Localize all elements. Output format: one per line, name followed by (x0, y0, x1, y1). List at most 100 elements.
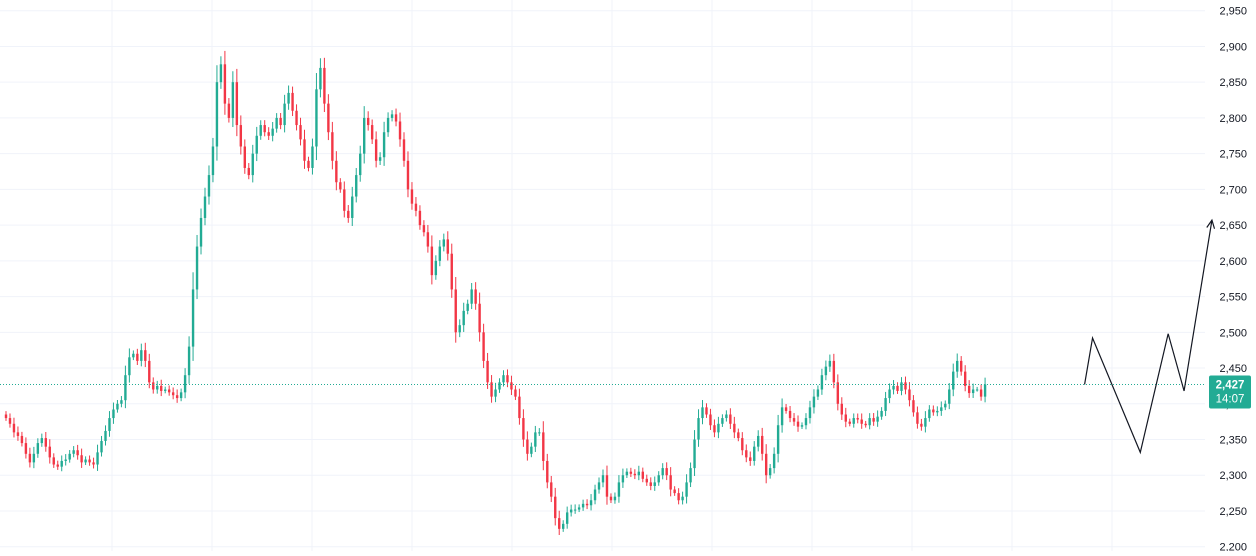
candle-body (514, 389, 517, 397)
candle-body (207, 175, 211, 197)
candle-body (737, 432, 740, 439)
candle-body (617, 482, 621, 497)
candle-body (741, 438, 744, 451)
candle-body (132, 353, 135, 358)
candle-body (327, 103, 330, 133)
candle-body (753, 446, 756, 461)
y-tick-label: 2,600 (1219, 256, 1247, 268)
candle-body (255, 135, 258, 154)
last-price-label: 2,427 (1216, 379, 1245, 391)
candle-body (52, 457, 55, 465)
candle-body (4, 414, 8, 419)
candle-body (745, 450, 748, 458)
candle-body (526, 439, 529, 454)
candle-body (44, 438, 47, 447)
candle-body (462, 310, 465, 326)
candle-body (601, 475, 605, 483)
candle-body (960, 360, 963, 372)
candle-body (68, 453, 71, 460)
candle-body (665, 468, 668, 476)
candle-body (231, 82, 235, 118)
candle-body (597, 482, 601, 490)
candle-body (434, 260, 438, 276)
candle-body (565, 512, 569, 524)
candle-body (641, 471, 644, 479)
candle-body (100, 440, 103, 453)
candle-body (983, 384, 987, 397)
y-tick-label: 2,350 (1219, 435, 1247, 447)
candle-body (554, 496, 557, 519)
candle-body (792, 418, 796, 422)
candle-body (120, 400, 123, 404)
candle-body (581, 503, 585, 508)
candle-body (80, 455, 83, 463)
candle-body (223, 64, 227, 104)
candle-body (589, 500, 593, 506)
candle-body (872, 418, 875, 422)
candle-body (884, 398, 887, 411)
candle-body (956, 360, 959, 372)
candle-body (140, 350, 143, 361)
candle-body (836, 382, 840, 404)
candle-body (287, 92, 290, 104)
candle-body (725, 414, 728, 419)
candle-body (211, 146, 215, 176)
candle-body (426, 232, 430, 247)
candle-body (410, 189, 414, 204)
candle-body (971, 389, 975, 394)
candle-body (550, 482, 553, 497)
candle-body (263, 125, 266, 133)
candle-body (764, 453, 768, 476)
candle-body (406, 160, 410, 190)
candle-body (16, 432, 20, 436)
candle-body (701, 407, 704, 419)
candle-body (422, 225, 426, 233)
candle-body (812, 396, 816, 408)
candle-body (868, 418, 871, 426)
candle-body (390, 114, 394, 118)
candle-body (148, 360, 151, 383)
candle-body (24, 443, 28, 454)
candle-body (637, 471, 641, 476)
candle-body (653, 482, 656, 486)
candle-body (856, 418, 859, 420)
candle-body (757, 435, 760, 447)
candle-body (522, 418, 525, 440)
candle-body (502, 375, 505, 383)
y-tick-label: 2,900 (1219, 41, 1247, 53)
candle-body (36, 443, 40, 454)
y-tick-label: 2,500 (1219, 327, 1247, 339)
y-tick-label: 2,200 (1219, 542, 1247, 551)
projection-path (1083, 218, 1216, 455)
candle-body (60, 460, 63, 467)
grid-lines (0, 0, 1205, 551)
candle-body (967, 385, 971, 394)
candle-body (768, 468, 772, 476)
candle-body (904, 382, 907, 390)
candle-body (824, 366, 828, 376)
candle-body (920, 423, 923, 427)
candle-body (681, 496, 684, 501)
candle-body (852, 418, 855, 424)
candle-body (840, 403, 843, 415)
price-axis[interactable]: 2,2002,2502,3002,3502,4002,4502,5002,550… (1219, 6, 1247, 554)
candle-body (677, 493, 680, 501)
candle-body (466, 303, 469, 311)
candle-body (776, 425, 780, 454)
candles (4, 50, 987, 536)
candle-body (339, 182, 342, 190)
candle-body (936, 410, 939, 413)
candle-body (76, 450, 79, 456)
candle-body (295, 110, 298, 126)
candle-body (780, 407, 784, 426)
candle-body (28, 453, 32, 463)
candle-body (486, 360, 489, 383)
candle-body (558, 518, 561, 529)
candle-body (96, 452, 99, 465)
candle-body (279, 117, 282, 126)
candle-body (343, 189, 346, 211)
candle-body (832, 360, 836, 383)
candle-body (160, 385, 163, 391)
